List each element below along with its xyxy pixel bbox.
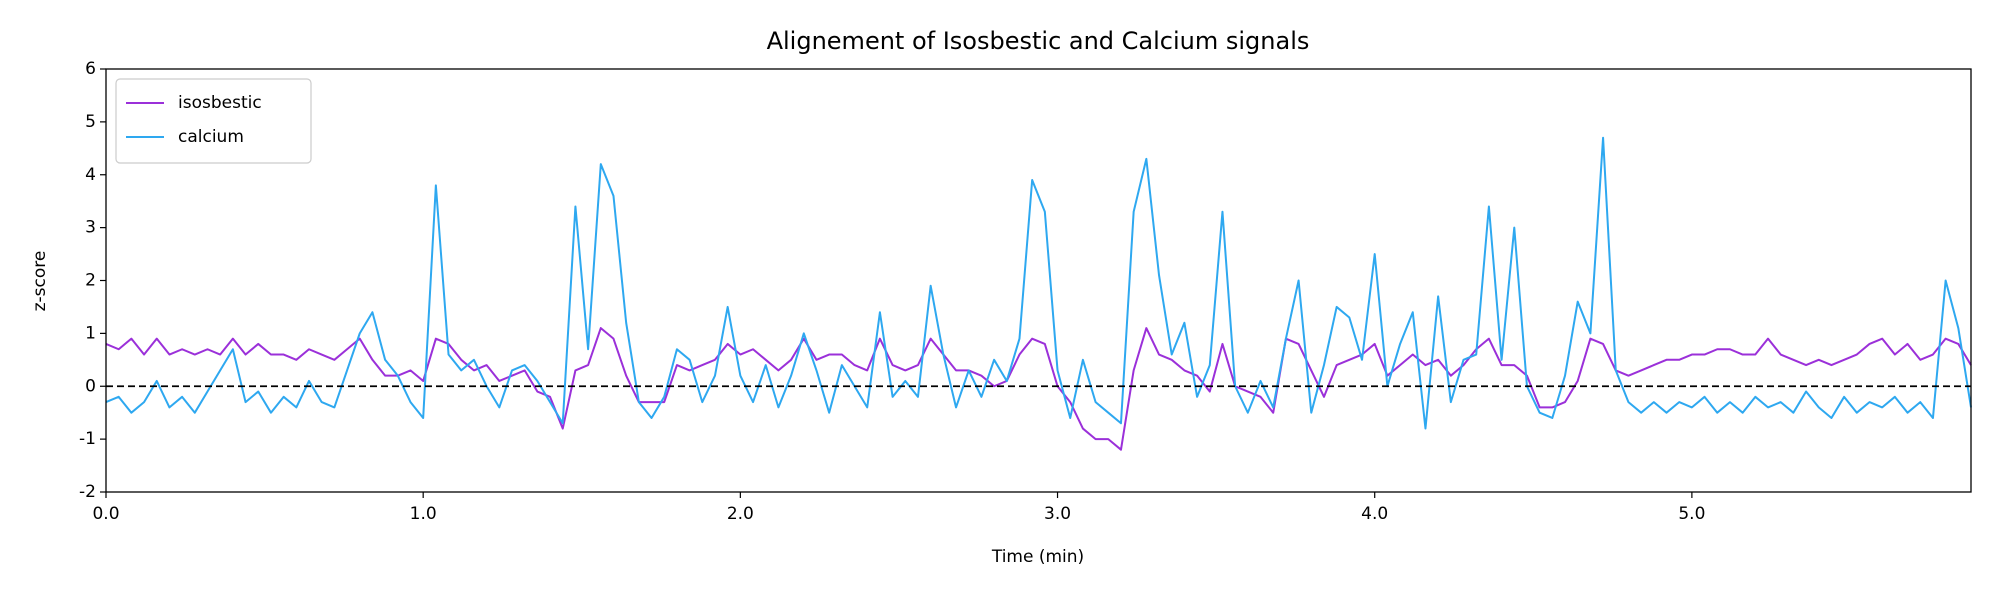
y-tick-label: 6 (85, 59, 96, 79)
x-tick-label: 1.0 (410, 504, 437, 524)
x-tick-label: 2.0 (727, 504, 754, 524)
x-axis-label: Time (min) (991, 547, 1084, 567)
series-line (105, 327, 1972, 451)
y-tick-label: -2 (79, 482, 96, 502)
y-tick-label: 4 (85, 165, 96, 185)
x-tick-label: 3.0 (1044, 504, 1071, 524)
y-tick-label: -1 (79, 429, 96, 449)
x-tick-label: 5.0 (1678, 504, 1705, 524)
x-tick-label: 0.0 (92, 504, 119, 524)
y-tick-label: 5 (85, 112, 96, 132)
plot-frame (105, 68, 1972, 493)
y-tick-label: 1 (85, 323, 96, 343)
series-line (105, 136, 1972, 430)
legend-label: calcium (178, 127, 244, 147)
legend-box (115, 78, 312, 164)
y-tick-label: 0 (85, 376, 96, 396)
x-tick-label: 4.0 (1361, 504, 1388, 524)
chart-title: Alignement of Isosbestic and Calcium sig… (767, 27, 1310, 55)
legend-label: isosbestic (178, 93, 262, 113)
y-axis-label: z-score (30, 251, 50, 312)
y-tick-label: 3 (85, 218, 96, 238)
y-tick-label: 2 (85, 271, 96, 291)
